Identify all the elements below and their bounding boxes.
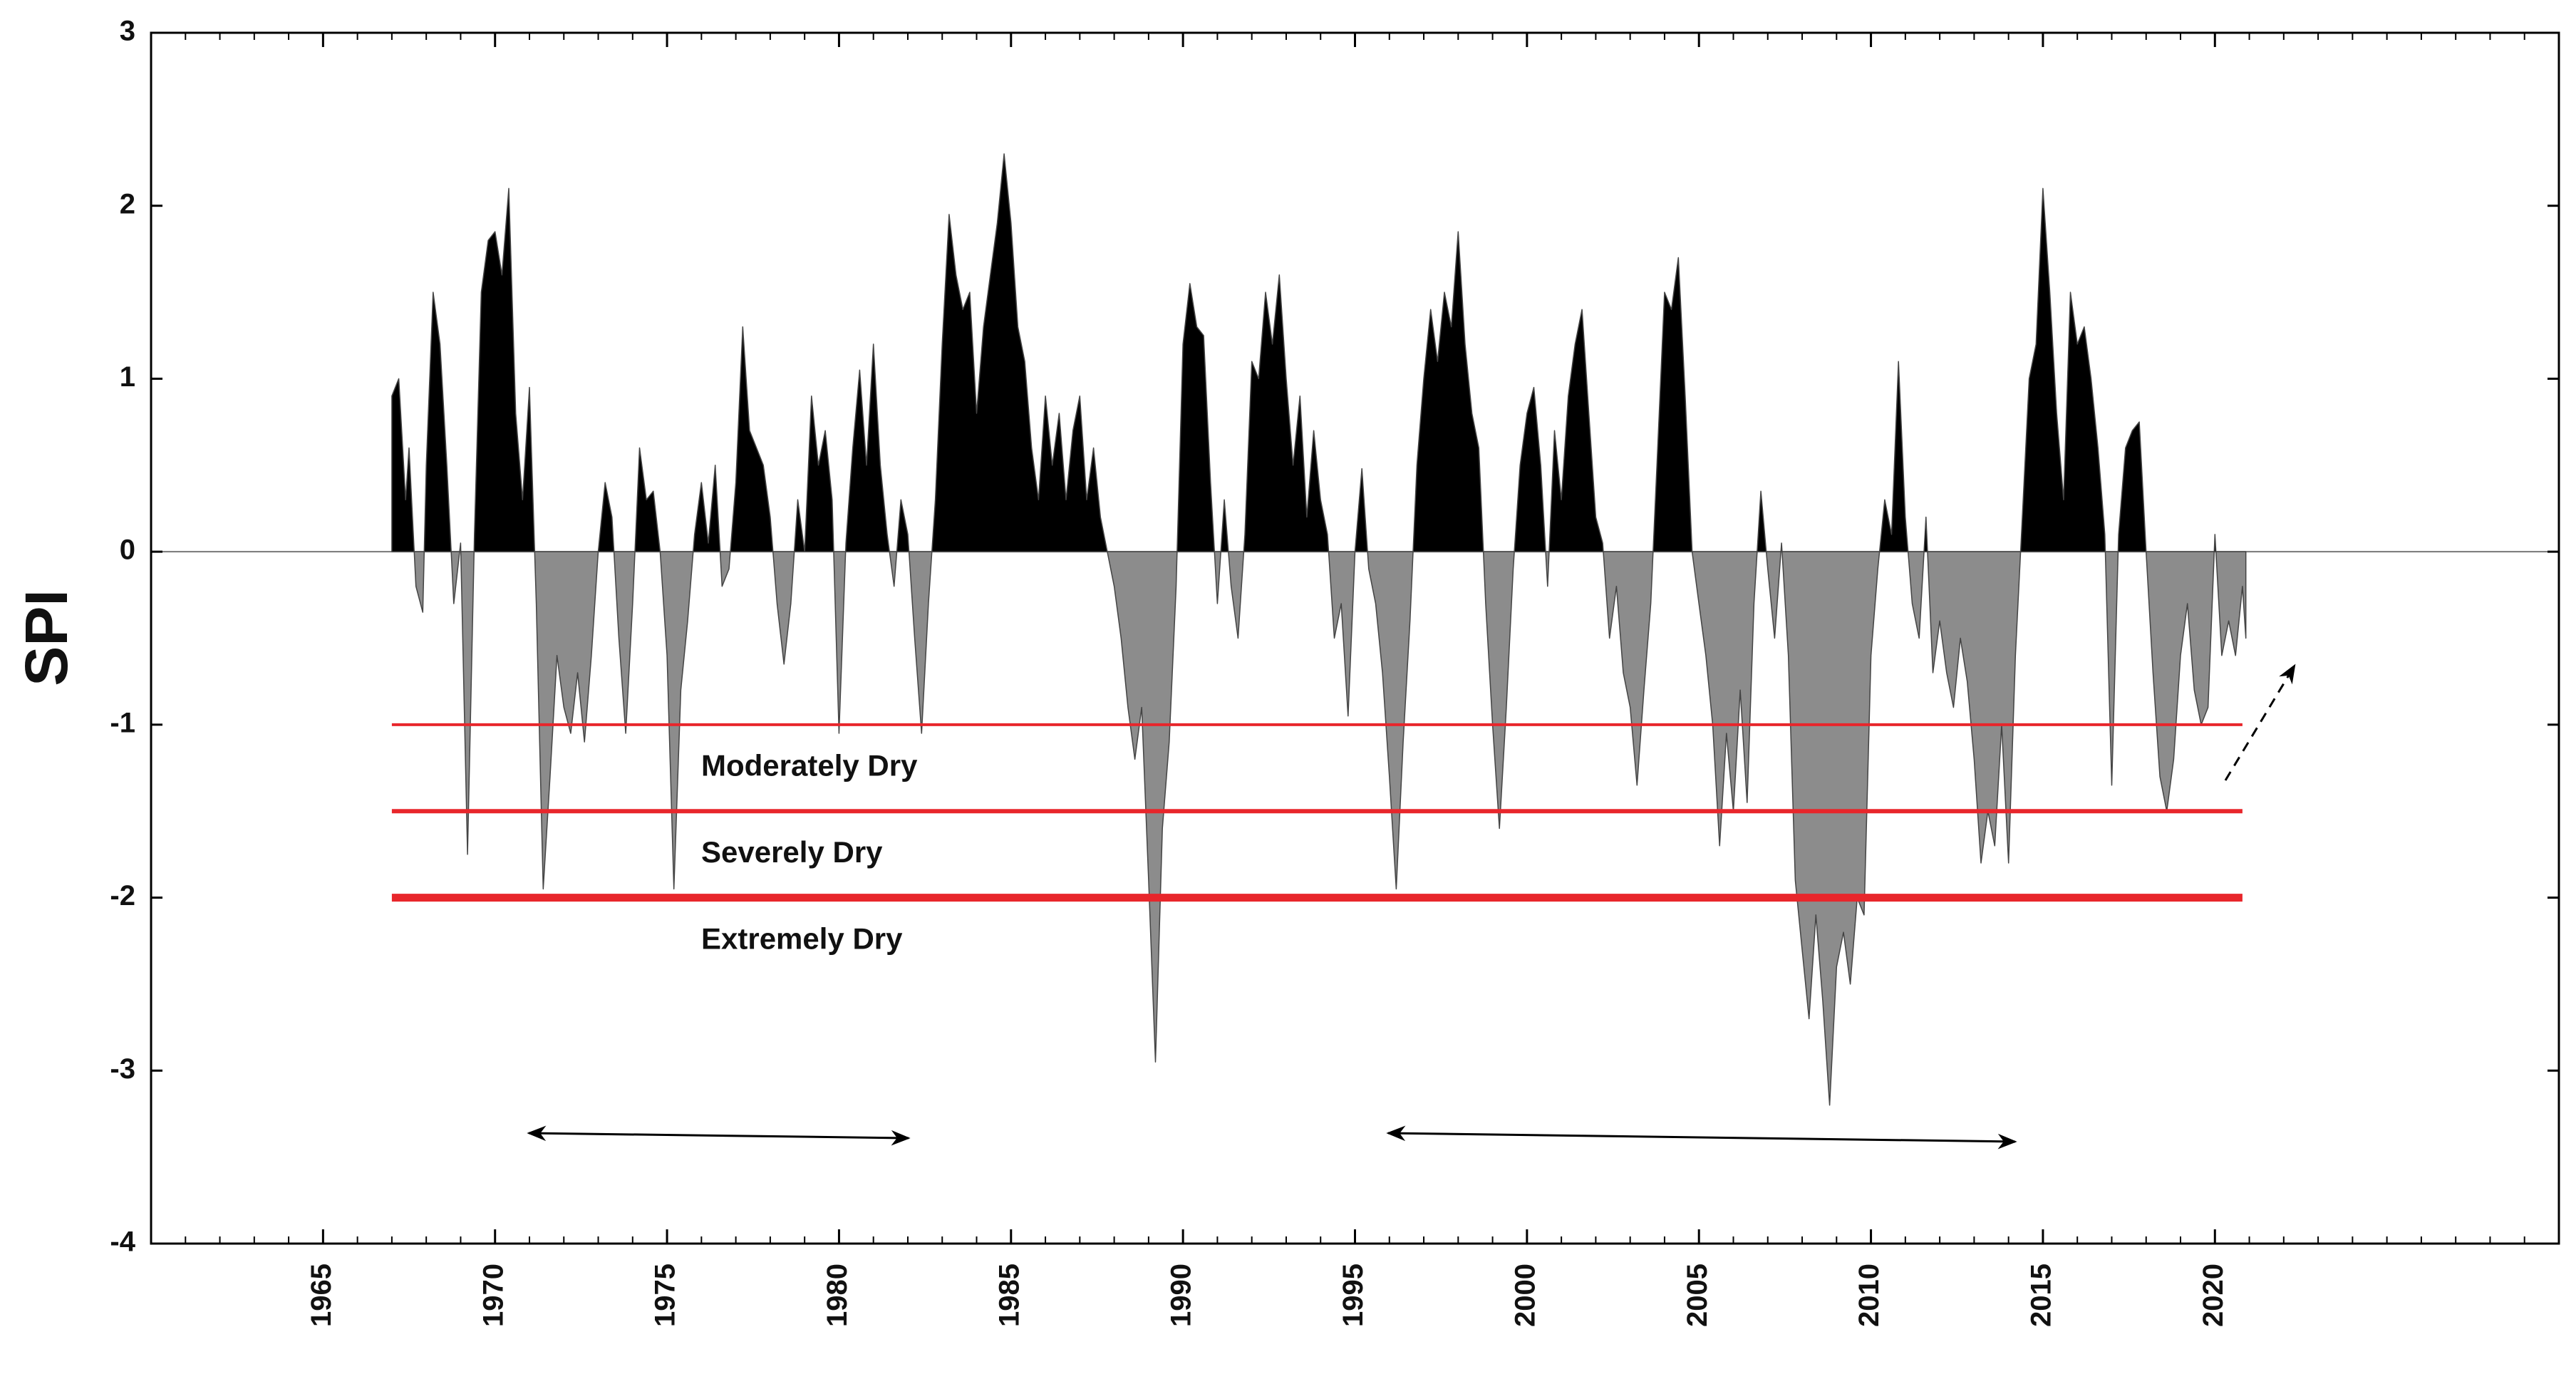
- y-tick-label: -2: [110, 880, 135, 911]
- x-tick-label: 1970: [477, 1264, 509, 1327]
- x-tick-label: 2010: [1853, 1264, 1885, 1327]
- y-axis-label: SPI: [13, 589, 80, 686]
- y-tick-label: -1: [110, 707, 135, 738]
- threshold-label: Extremely Dry: [701, 921, 903, 955]
- x-tick-label: 2015: [2025, 1264, 2057, 1327]
- x-tick-label: 1975: [650, 1264, 681, 1327]
- y-tick-label: -3: [110, 1053, 135, 1085]
- trend-arrow: [2224, 663, 2296, 781]
- plot: Moderately Dry Severely Dry Extremely Dry -…: [110, 16, 2560, 1327]
- y-tick-label: 0: [120, 534, 135, 566]
- period-arrow: [527, 1125, 911, 1146]
- y-tick-label: -4: [110, 1226, 135, 1258]
- x-tick-label: 1990: [1166, 1264, 1197, 1327]
- x-tick-label: 2020: [2198, 1264, 2229, 1327]
- x-tick-label: 1965: [306, 1264, 337, 1327]
- y-tick-label: 1: [120, 361, 135, 393]
- spi-area: [391, 153, 2247, 1106]
- threshold-label: Severely Dry: [701, 835, 883, 869]
- x-tick-label: 1985: [993, 1264, 1025, 1327]
- x-tick-label: 2005: [1682, 1264, 1713, 1327]
- period-arrow: [1386, 1125, 2017, 1150]
- x-tick-label: 2000: [1509, 1264, 1541, 1327]
- threshold-label: Moderately Dry: [701, 749, 918, 782]
- x-tick-label: 1980: [822, 1264, 853, 1327]
- y-tick-label: 3: [120, 16, 135, 47]
- y-tick-label: 2: [120, 188, 135, 219]
- x-tick-label: 1995: [1338, 1264, 1369, 1327]
